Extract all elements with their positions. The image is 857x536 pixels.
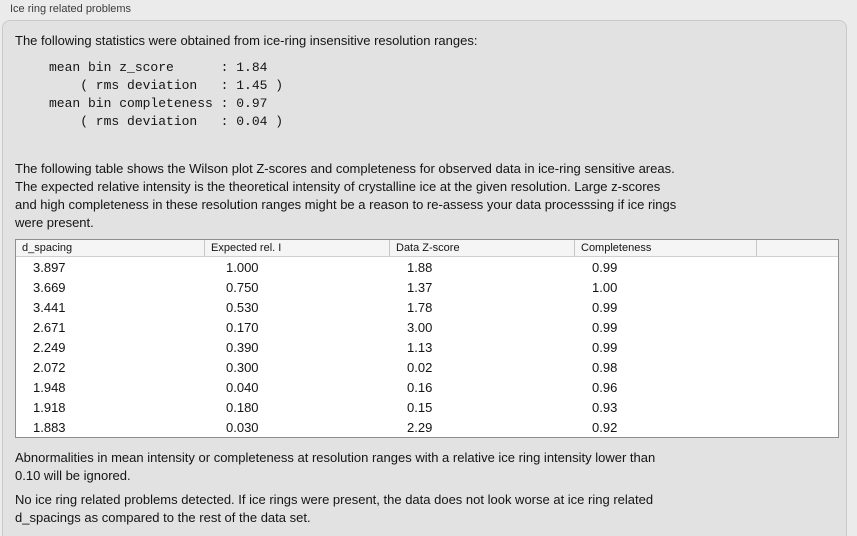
table-cell — [757, 377, 838, 397]
table-row[interactable]: 1.948 0.040 0.16 0.96 — [16, 377, 838, 397]
conclusion-text: No ice ring related problems detected. I… — [15, 492, 654, 525]
table-cell: 1.948 — [33, 379, 66, 395]
table-row[interactable]: 1.918 0.180 0.15 0.93 — [16, 397, 838, 417]
table-body: 3.897 1.000 1.88 0.99 3.669 0.750 1.37 1.00 3.44… — [16, 257, 838, 437]
table-cell — [757, 297, 838, 317]
table-cell: 3.897 — [33, 259, 66, 275]
ice-ring-table[interactable]: d_spacing Expected rel. I Data Z-score Comp… — [15, 239, 839, 438]
table-cell — [757, 357, 838, 377]
table-cell — [757, 397, 838, 417]
table-row[interactable]: 2.249 0.390 1.13 0.99 — [16, 337, 838, 357]
table-cell: 0.170 — [226, 319, 259, 335]
table-row[interactable]: 1.883 0.030 2.29 0.92 — [16, 417, 838, 437]
table-cell: 1.88 — [407, 259, 433, 275]
stats-intro-text: The following statistics were obtained f… — [15, 33, 478, 48]
table-cell: 1.13 — [407, 339, 433, 355]
table-cell: 0.040 — [226, 379, 259, 395]
table-row[interactable]: 3.897 1.000 1.88 0.99 — [16, 257, 838, 277]
table-row[interactable]: 2.671 0.170 3.00 0.99 — [16, 317, 838, 337]
table-cell: 2.072 — [33, 359, 66, 375]
table-header: d_spacing Expected rel. I Data Z-score Comp… — [16, 240, 838, 257]
table-cell — [757, 277, 838, 297]
table-row[interactable]: 2.072 0.300 0.02 0.98 — [16, 357, 838, 377]
table-cell — [757, 317, 838, 337]
table-cell: 1.37 — [407, 279, 433, 295]
table-cell: 3.669 — [33, 279, 66, 295]
table-cell: 3.00 — [407, 319, 433, 335]
table-cell: 2.671 — [33, 319, 66, 335]
table-row[interactable]: 3.441 0.530 1.78 0.99 — [16, 297, 838, 317]
table-cell: 0.030 — [226, 419, 259, 435]
table-cell: 0.750 — [226, 279, 259, 295]
header-cell-data-z-score[interactable]: Data Z-score — [390, 240, 575, 256]
table-cell: 1.883 — [33, 419, 66, 435]
table-cell: 0.15 — [407, 399, 433, 415]
table-cell: 0.99 — [592, 339, 618, 355]
table-cell: 0.92 — [592, 419, 618, 435]
table-cell: 0.99 — [592, 259, 618, 275]
table-cell: 0.96 — [592, 379, 618, 395]
table-cell: 0.16 — [407, 379, 433, 395]
table-cell: 1.00 — [592, 279, 618, 295]
groupbox-title: Ice ring related problems — [10, 3, 132, 15]
ignore-note-text: Abnormalities in mean intensity or compl… — [15, 450, 656, 483]
table-cell: 0.180 — [226, 399, 259, 415]
table-intro-text: The following table shows the Wilson plo… — [15, 161, 677, 230]
table-cell: 0.93 — [592, 399, 618, 415]
table-cell: 2.29 — [407, 419, 433, 435]
stats-block: mean bin z_score : 1.84 ( rms deviation … — [49, 60, 284, 129]
header-cell-d-spacing[interactable]: d_spacing — [16, 240, 205, 256]
table-cell: 0.98 — [592, 359, 618, 375]
table-cell: 1.918 — [33, 399, 66, 415]
table-cell — [757, 337, 838, 357]
table-cell: 2.249 — [33, 339, 66, 355]
table-cell: 1.78 — [407, 299, 433, 315]
table-cell: 0.390 — [226, 339, 259, 355]
table-row[interactable]: 3.669 0.750 1.37 1.00 — [16, 277, 838, 297]
table-cell: 0.300 — [226, 359, 259, 375]
ice-ring-groupbox: The following statistics were obtained f… — [2, 20, 847, 536]
table-cell: 3.441 — [33, 299, 66, 315]
table-cell — [757, 257, 838, 277]
table-cell: 0.530 — [226, 299, 259, 315]
header-cell-filler — [757, 240, 838, 256]
table-cell: 0.99 — [592, 319, 618, 335]
table-cell — [757, 417, 838, 437]
table-cell: 1.000 — [226, 259, 259, 275]
header-cell-completeness[interactable]: Completeness — [575, 240, 757, 256]
table-cell: 0.02 — [407, 359, 433, 375]
header-cell-expected-rel-i[interactable]: Expected rel. I — [205, 240, 390, 256]
table-cell: 0.99 — [592, 299, 618, 315]
